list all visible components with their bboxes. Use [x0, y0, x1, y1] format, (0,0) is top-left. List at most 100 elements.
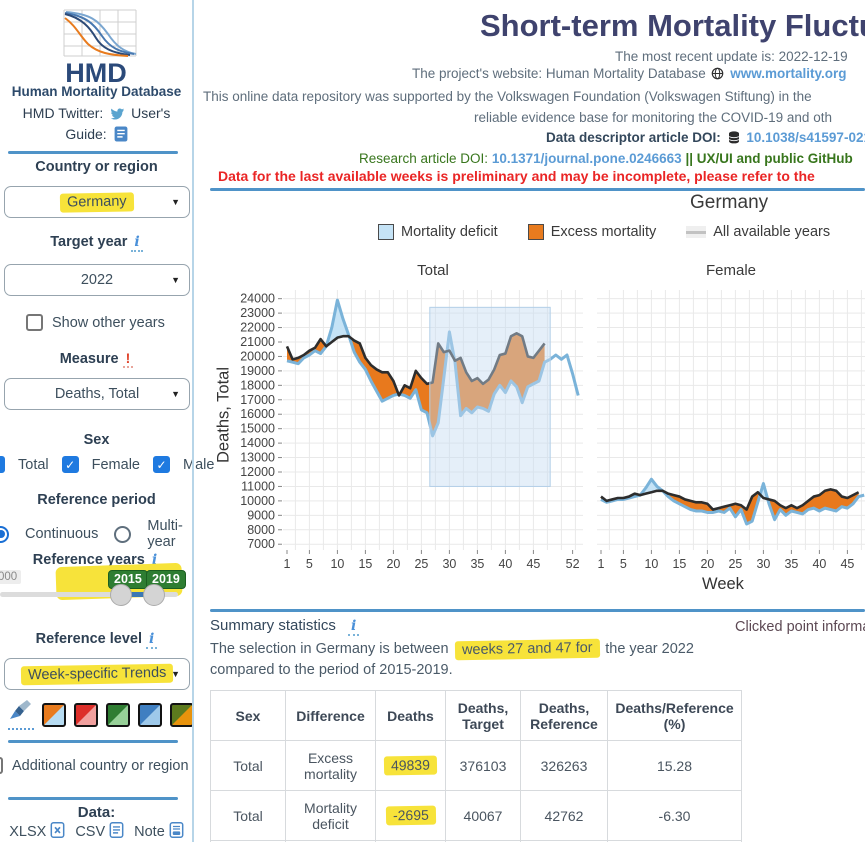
guide-label: User's Guide:: [65, 105, 171, 142]
measure-select[interactable]: Deaths, Total ▼: [4, 378, 190, 410]
selection-weeks-highlight: weeks 27 and 47 for: [454, 638, 600, 661]
sex-checkbox-male[interactable]: ✓: [153, 456, 170, 473]
show-other-years[interactable]: Show other years: [26, 314, 165, 331]
svg-text:35: 35: [470, 557, 484, 571]
slider-handle-start[interactable]: [110, 584, 132, 606]
research-link[interactable]: 10.1371/journal.pone.0246663: [491, 151, 682, 166]
support-line2: reliable evidence base for monitoring th…: [474, 110, 832, 125]
target-year-select[interactable]: 2022 ▼: [4, 264, 190, 296]
clicked-point-info-title: Clicked point information: [735, 619, 865, 635]
chevron-down-icon: ▼: [171, 669, 180, 679]
research-line: Research article DOI: 10.1371/journal.po…: [359, 151, 853, 166]
table-cell: 42762: [521, 791, 608, 841]
svg-text:1: 1: [598, 557, 605, 571]
svg-text:15: 15: [672, 557, 686, 571]
sex-options: ✓ Total ✓ Female ✓ Male: [0, 456, 214, 473]
svg-text:19000: 19000: [240, 364, 275, 378]
reference-level-select[interactable]: Week-specific Trends ▼: [4, 658, 190, 690]
additional-country[interactable]: Additional country or region: [0, 757, 189, 774]
measure-value: Deaths, Total: [54, 386, 140, 402]
legend-item[interactable]: Excess mortality: [527, 224, 656, 240]
slider-handle-end[interactable]: [143, 584, 165, 606]
svg-text:20: 20: [700, 557, 714, 571]
brush-icon[interactable]: [8, 699, 34, 730]
svg-text:30: 30: [756, 557, 770, 571]
table-cell: 376103: [446, 741, 521, 791]
divider: [8, 151, 178, 154]
palette-swatch-4[interactable]: [138, 702, 162, 727]
csv-download-link[interactable]: CSV: [75, 821, 124, 842]
table-cell: Total: [211, 791, 286, 841]
svg-text:20000: 20000: [240, 349, 275, 363]
info-icon[interactable]: i: [146, 631, 158, 649]
reference-period-label: Reference period: [37, 492, 156, 508]
highlighted-value: -2695: [385, 805, 436, 826]
svg-text:7000: 7000: [247, 537, 275, 551]
table-cell: Total: [211, 741, 286, 791]
chart-legend: Mortality deficit Excess mortality All ava…: [378, 224, 830, 240]
sex-label: Sex: [83, 432, 110, 448]
svg-text:9000: 9000: [247, 508, 275, 522]
chart-total[interactable]: 1 5 10 15 20 25 30 35 40 45 5270008000900010000110…: [233, 280, 587, 594]
measure-label: Measure !: [0, 350, 193, 368]
table-cell: -6.30: [608, 791, 742, 841]
show-other-years-checkbox[interactable]: [26, 314, 43, 331]
legend-item[interactable]: Mortality deficit: [378, 224, 498, 240]
legend-swatch: [378, 224, 394, 240]
hmd-logo: HMD: [63, 9, 137, 84]
svg-text:14000: 14000: [240, 436, 275, 450]
reference-years-slider[interactable]: [0, 592, 178, 597]
doi-link[interactable]: 10.1038/s41597-021-0: [746, 130, 865, 145]
website-link[interactable]: www.mortality.org: [730, 66, 847, 81]
guide-icon[interactable]: [114, 126, 128, 142]
download-label: CSV: [75, 824, 106, 840]
svg-text:40: 40: [498, 557, 512, 571]
table-header-cell: Sex: [211, 691, 286, 741]
palette-swatch-3[interactable]: [106, 702, 130, 727]
svg-text:23000: 23000: [240, 306, 275, 320]
reference-period-options: Continuous Multi-year: [0, 518, 193, 550]
svg-text:10: 10: [644, 557, 658, 571]
palette-swatch-5[interactable]: [170, 702, 194, 727]
svg-text:15: 15: [358, 557, 372, 571]
chart-title: Germany: [690, 192, 769, 213]
table-cell: 15.28: [608, 741, 742, 791]
info-icon[interactable]: i: [148, 552, 161, 570]
warning-icon[interactable]: !: [122, 350, 134, 368]
xlsx-download-link[interactable]: XLSX: [9, 821, 65, 842]
csv-file-icon: [109, 821, 124, 842]
legend-label: Mortality deficit: [401, 224, 498, 240]
divider: [8, 797, 178, 800]
note-download-link[interactable]: Note: [134, 821, 184, 842]
radio-continuous[interactable]: [0, 525, 9, 543]
info-icon[interactable]: i: [131, 234, 143, 252]
info-icon[interactable]: i: [348, 618, 360, 636]
note-file-icon: [169, 821, 184, 842]
svg-text:20: 20: [386, 557, 400, 571]
legend-item[interactable]: All available years: [686, 224, 830, 240]
table-header-cell: Deaths, Reference: [521, 691, 608, 741]
reference-level-label: Reference level i: [0, 631, 193, 649]
palette-swatch-2[interactable]: [74, 702, 98, 727]
additional-country-checkbox[interactable]: [0, 757, 3, 774]
selection-text-line1: The selection in Germany is between week…: [210, 638, 694, 661]
chart-female[interactable]: 1 5 10 15 20 25 30 35 40 45: [593, 280, 865, 594]
sex-checkbox-total[interactable]: ✓: [0, 456, 5, 473]
sex-checkbox-female[interactable]: ✓: [61, 456, 79, 473]
twitter-icon[interactable]: [109, 107, 125, 120]
org-name: Human Mortality Database: [11, 84, 182, 99]
svg-text:5: 5: [306, 557, 313, 571]
svg-text:17000: 17000: [240, 393, 275, 407]
target-year-value: 2022: [80, 272, 114, 288]
divider: [8, 740, 178, 743]
country-select[interactable]: Germany ▼: [4, 186, 190, 218]
reference-period-option-label: Multi-year: [147, 518, 183, 550]
table-cell: 49839: [376, 741, 446, 791]
svg-text:30: 30: [442, 557, 456, 571]
table-header-cell: Deaths/Reference (%): [608, 691, 742, 741]
svg-text:8000: 8000: [247, 523, 275, 537]
radio-multi-year[interactable]: [114, 525, 132, 543]
sidebar: HMD Human Mortality Database HMD Twitter…: [0, 0, 214, 842]
palette-swatch-1[interactable]: [42, 702, 66, 727]
data-label: Data:: [77, 804, 116, 821]
